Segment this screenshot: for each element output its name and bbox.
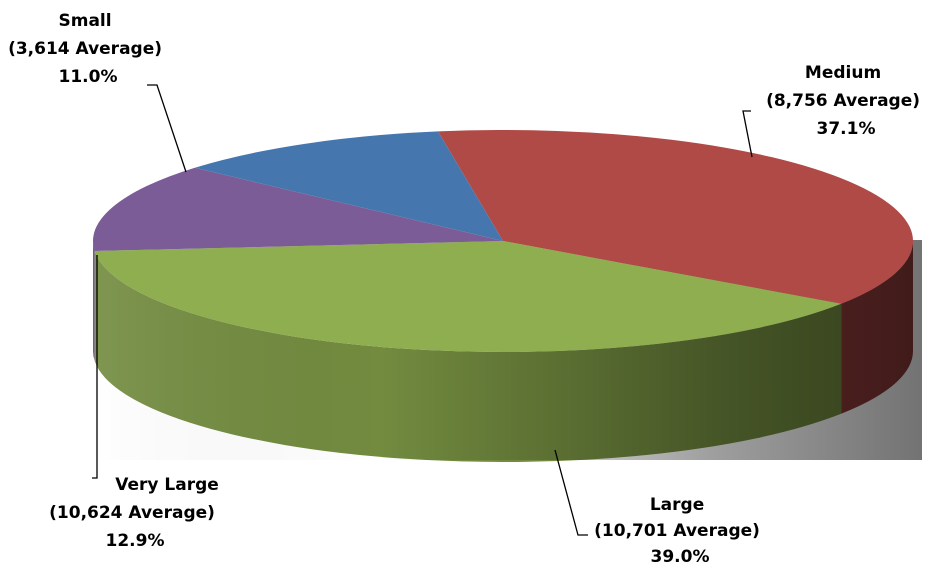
label-small-average: (3,614 Average): [8, 39, 162, 59]
pie-side-very-large: [93, 241, 95, 361]
label-medium-average: (8,756 Average): [766, 91, 920, 111]
leader-line-large: [554, 449, 588, 536]
leader-line-medium: [742, 110, 753, 158]
leader-line-small: [147, 84, 187, 173]
pie-slice-very-large: [93, 167, 503, 251]
label-small: Small (3,614 Average) 11.0%: [8, 11, 168, 87]
label-large-name: Large: [650, 495, 704, 515]
label-medium-name: Medium: [805, 63, 881, 83]
leader-line-very-large: [92, 255, 98, 479]
label-small-name: Small: [58, 11, 111, 31]
pie-slice-medium: [438, 130, 913, 304]
label-large: Large (10,701 Average) 39.0%: [594, 495, 766, 565]
label-very-large-average: (10,624 Average): [49, 503, 215, 523]
label-very-large: Very Large (10,624 Average) 12.9%: [49, 475, 225, 551]
label-very-large-percent: 12.9%: [106, 531, 165, 551]
label-very-large-name: Very Large: [115, 475, 219, 495]
label-large-percent: 39.0%: [651, 547, 710, 565]
label-medium: Medium (8,756 Average) 37.1%: [766, 63, 926, 139]
label-leader-lines: [92, 84, 753, 536]
label-medium-percent: 37.1%: [817, 119, 876, 139]
pie-slice-small: [194, 131, 503, 241]
label-large-average: (10,701 Average): [594, 521, 760, 541]
pie-top-faces: [93, 130, 913, 353]
pie-slice-large: [94, 241, 842, 353]
label-small-percent: 11.0%: [59, 67, 118, 87]
